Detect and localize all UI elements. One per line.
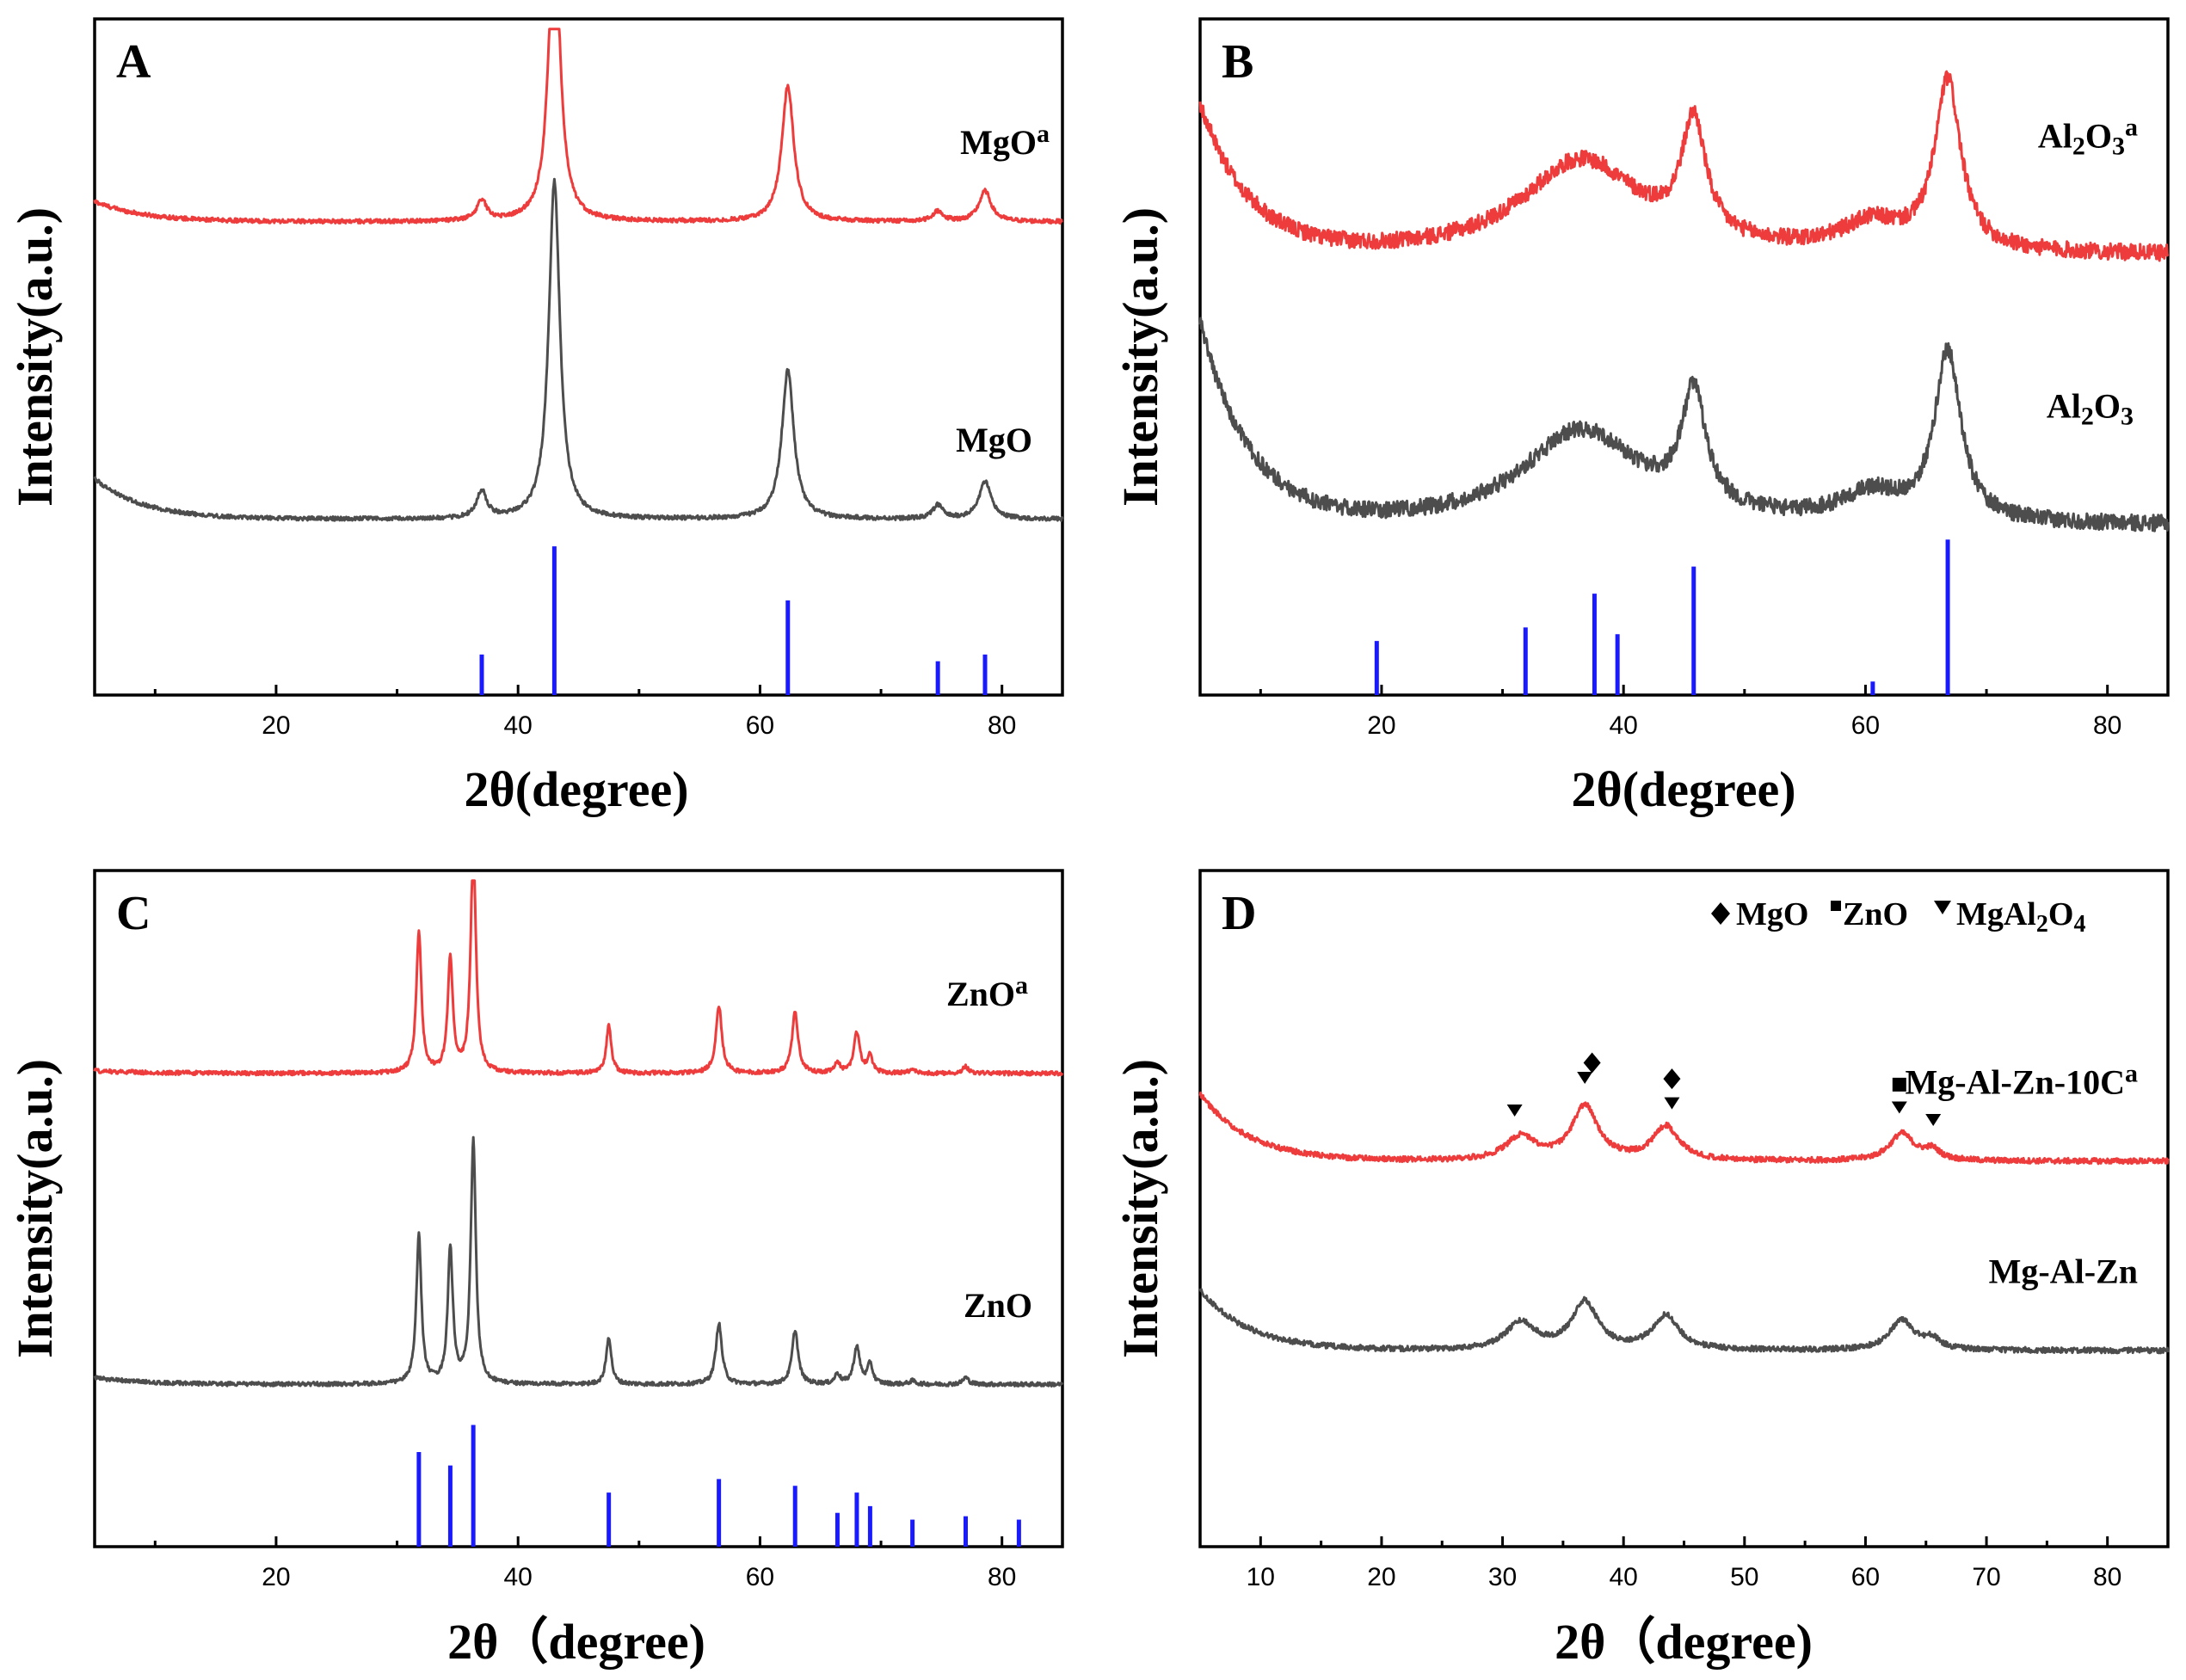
x-tick-label: 60: [1851, 1563, 1880, 1591]
spinel-marker: [1891, 1101, 1907, 1114]
x-tick-label: 80: [988, 1563, 1016, 1591]
series-line-treated: [1198, 70, 2170, 262]
mgo-marker: [1663, 1068, 1681, 1090]
x-tick-label: 20: [1367, 1563, 1395, 1591]
x-tick-label: 80: [2093, 1563, 2121, 1591]
series-label: Mg-Al-Zn-10Ca: [1905, 1059, 2138, 1101]
spinel-marker: [1577, 1071, 1593, 1084]
y-axis-label: Intensity(a.u.): [1112, 207, 1168, 507]
series-line-fresh: [1198, 1288, 2170, 1355]
x-tick-label: 60: [746, 1563, 774, 1591]
x-axis-label: 2θ(degree): [1571, 761, 1795, 817]
x-tick-label: 30: [1488, 1563, 1517, 1591]
spinel-marker: [1506, 1105, 1523, 1117]
plot-frame: [93, 17, 1064, 697]
series-line-fresh: [93, 1135, 1064, 1388]
spinel-marker: [1925, 1113, 1942, 1126]
panel-letter: B: [1222, 35, 1253, 89]
panel-letter: D: [1222, 887, 1256, 940]
x-tick-label: 60: [1851, 711, 1880, 740]
series-line-fresh: [1198, 317, 2170, 532]
x-tick-label: 70: [1972, 1563, 2000, 1591]
panel-letter: A: [116, 35, 151, 89]
plot-frame: [93, 869, 1064, 1548]
x-axis-label: 2θ（degree): [447, 1614, 705, 1670]
x-tick-label: 20: [262, 1563, 290, 1591]
x-tick-label: 40: [1610, 1563, 1638, 1591]
x-tick-label: 20: [262, 711, 290, 740]
legend-mgo: MgO: [1736, 896, 1808, 932]
legend-mgo-marker: [1711, 902, 1730, 925]
x-tick-label: 50: [1730, 1563, 1758, 1591]
x-tick-label: 80: [2093, 711, 2121, 740]
x-tick-label: 40: [504, 711, 533, 740]
x-tick-label: 20: [1367, 711, 1395, 740]
zno-marker: [1892, 1077, 1906, 1092]
y-axis-label: Intensity(a.u.): [7, 1059, 63, 1358]
panel-letter: C: [116, 887, 151, 940]
legend-zno-marker: [1831, 901, 1841, 911]
x-tick-label: 40: [1610, 711, 1638, 740]
mgo-marker: [1583, 1052, 1601, 1074]
legend-spinel: MgAl2O4: [1956, 896, 2085, 938]
x-tick-label: 10: [1247, 1563, 1275, 1591]
legend-zno: ZnO: [1843, 896, 1908, 932]
x-tick-label: 80: [988, 711, 1016, 740]
panel-c: 20 40 60 80 C 2θ（degree) Intensity(a.u.) ZnOa Zn…: [7, 869, 1064, 1670]
series-line-treated: [93, 28, 1063, 225]
plot-frame: [1198, 17, 2170, 697]
legend-spinel-marker: [1934, 901, 1951, 914]
series-label: ZnO: [964, 1286, 1032, 1325]
series-line-treated: [93, 879, 1064, 1077]
series-label: ZnOa: [946, 971, 1028, 1013]
y-axis-label: Intensity(a.u.): [1112, 1059, 1168, 1358]
series-line-fresh: [93, 177, 1064, 522]
x-tick-label: 40: [504, 1563, 533, 1591]
panel-d: 10 20 30 40 50 60 70 80 D 2θ（degree) Intensity(a.u…: [1112, 869, 2170, 1670]
series-label: MgO: [956, 421, 1032, 459]
series-label: MgOa: [960, 120, 1050, 162]
x-axis-label: 2θ(degree): [464, 761, 688, 817]
spinel-marker: [1664, 1097, 1680, 1110]
x-axis-label: 2θ（degree): [1555, 1614, 1813, 1670]
series-label: Mg-Al-Zn: [1989, 1252, 2138, 1290]
panel-b: 20 40 60 80 B 2θ(degree) Intensity(a.u.) Al2O3a…: [1112, 17, 2170, 817]
x-tick-label: 60: [746, 711, 774, 740]
plot-frame: [1198, 869, 2170, 1548]
series-label: Al2O3: [2047, 387, 2134, 431]
series-line-treated: [1198, 1091, 2170, 1166]
y-axis-label: Intensity(a.u.): [7, 207, 63, 507]
series-label: Al2O3a: [2038, 113, 2138, 160]
panel-a: 20 40 60 80 A 2θ(degree) Intensity(a.u.) MgOa Mg…: [7, 17, 1064, 817]
